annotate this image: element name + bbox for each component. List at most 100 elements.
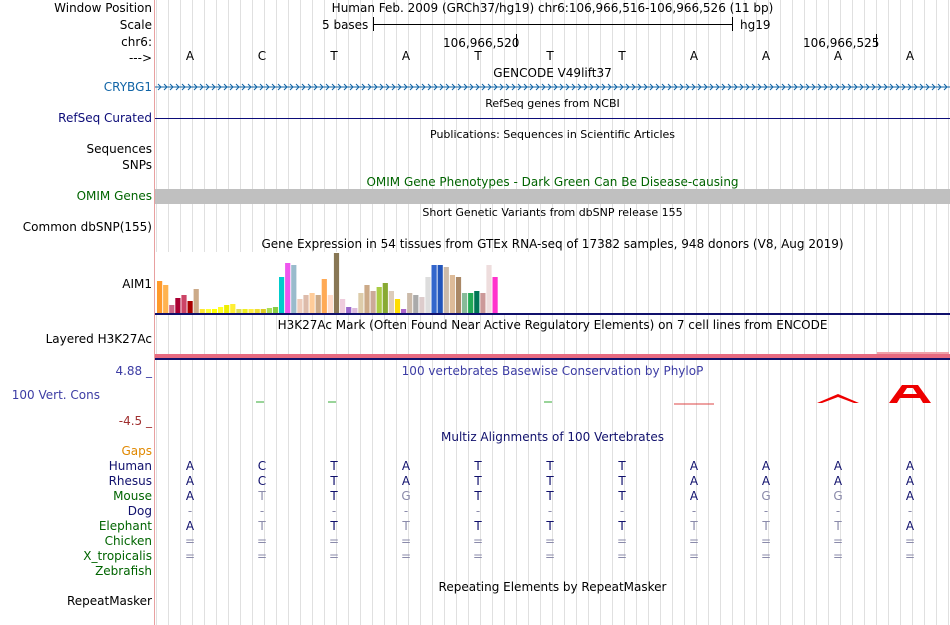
- gtex-tissue-bar[interactable]: [321, 279, 327, 313]
- gtex-tissue-bar[interactable]: [242, 309, 248, 313]
- gtex-tissue-bar[interactable]: [376, 287, 382, 313]
- grid-line: [624, 0, 625, 625]
- omim-feature-bar[interactable]: [155, 189, 950, 204]
- grid-line: [888, 0, 889, 625]
- label-snps[interactable]: SNPs: [122, 158, 152, 172]
- label-elephant: Elephant: [98, 519, 152, 533]
- gtex-tissue-bar[interactable]: [175, 298, 181, 313]
- gtex-tissue-bar[interactable]: [480, 293, 486, 313]
- gtex-tissue-bar[interactable]: [266, 308, 272, 313]
- publications-track-title[interactable]: Publications: Sequences in Scientific Ar…: [430, 128, 675, 141]
- h3k27ac-baseline: [155, 358, 950, 360]
- label-repeatmasker[interactable]: RepeatMasker: [66, 594, 152, 608]
- gtex-tissue-bar[interactable]: [260, 309, 266, 313]
- gtex-tissue-bar[interactable]: [346, 307, 352, 313]
- gtex-tissue-bar[interactable]: [352, 308, 358, 313]
- gtex-tissue-bar[interactable]: [315, 295, 321, 313]
- gtex-tissue-bar[interactable]: [272, 307, 279, 313]
- strand-chevron: [523, 83, 528, 91]
- gtex-tissue-bar[interactable]: [291, 265, 297, 313]
- gtex-tissue-bar[interactable]: [205, 309, 211, 313]
- gtex-tissue-bar[interactable]: [468, 293, 474, 313]
- strand-chevron: [229, 83, 234, 91]
- alignment-base-dog: -: [331, 504, 337, 518]
- label-sequences[interactable]: Sequences: [86, 142, 152, 156]
- gtex-tissue-bar[interactable]: [370, 291, 376, 313]
- gtex-tissue-bar[interactable]: [413, 295, 419, 313]
- gtex-tissue-bar[interactable]: [492, 277, 498, 313]
- gtex-tissue-bar[interactable]: [394, 299, 401, 313]
- omim-track-title[interactable]: OMIM Gene Phenotypes - Dark Green Can Be…: [366, 175, 739, 189]
- label-divider: [154, 0, 155, 625]
- gtex-tissue-bar[interactable]: [285, 263, 291, 313]
- h3k27ac-signal-band[interactable]: [155, 354, 950, 358]
- strand-chevron: [199, 83, 204, 91]
- dbsnp-track-title[interactable]: Short Genetic Variants from dbSNP releas…: [422, 206, 683, 219]
- gtex-tissue-bar[interactable]: [388, 291, 394, 313]
- gtex-tissue-bar[interactable]: [254, 309, 260, 313]
- gtex-tissue-bar[interactable]: [187, 301, 193, 313]
- gtex-tissue-bar[interactable]: [474, 291, 480, 313]
- label-h3k27ac[interactable]: Layered H3K27Ac: [45, 332, 152, 346]
- gtex-tissue-bar[interactable]: [358, 293, 364, 313]
- refseq-gene-line[interactable]: [155, 118, 950, 119]
- grid-line: [552, 0, 553, 625]
- gtex-tissue-bar[interactable]: [248, 309, 254, 313]
- gtex-tissue-bar[interactable]: [303, 295, 309, 313]
- gtex-tissue-bar[interactable]: [218, 307, 224, 313]
- gtex-track-title[interactable]: Gene Expression in 54 tissues from GTEx …: [261, 237, 844, 251]
- label-crybg1[interactable]: CRYBG1: [103, 80, 152, 94]
- gtex-tissue-bar[interactable]: [279, 277, 285, 313]
- gtex-tissue-bar[interactable]: [449, 275, 455, 313]
- gtex-tissue-bar[interactable]: [382, 283, 388, 313]
- label-refseq[interactable]: RefSeq Curated: [58, 111, 152, 125]
- strand-chevron: [625, 83, 630, 91]
- gtex-tissue-bar[interactable]: [157, 281, 163, 313]
- label-aim1[interactable]: AIM1: [122, 277, 152, 291]
- strand-chevron: [241, 83, 246, 91]
- alignment-base-chicken: =: [544, 534, 556, 548]
- strand-chevron: [907, 83, 912, 91]
- gtex-tissue-bar[interactable]: [486, 265, 492, 313]
- gtex-tissue-bar[interactable]: [309, 293, 315, 313]
- track-area[interactable]: Human Feb. 2009 (GRCh37/hg19) chr6:106,9…: [155, 0, 950, 625]
- phylop-plot[interactable]: [155, 380, 950, 410]
- gtex-tissue-bar[interactable]: [181, 295, 187, 313]
- gencode-track-title[interactable]: GENCODE V49lift37: [493, 66, 612, 80]
- gtex-tissue-bar[interactable]: [431, 265, 437, 313]
- gtex-tissue-bar[interactable]: [340, 299, 346, 313]
- gtex-tissue-bar[interactable]: [169, 305, 175, 313]
- gtex-bar-chart[interactable]: [155, 252, 535, 313]
- gtex-tissue-bar[interactable]: [297, 299, 303, 313]
- gtex-tissue-bar[interactable]: [333, 253, 340, 313]
- gtex-tissue-bar[interactable]: [419, 297, 425, 313]
- label-cons-name[interactable]: 100 Vert. Cons: [11, 388, 100, 402]
- label-omim[interactable]: OMIM Genes: [76, 189, 152, 203]
- h3k27ac-track-title[interactable]: H3K27Ac Mark (Often Found Near Active Re…: [277, 318, 828, 332]
- gtex-tissue-bar[interactable]: [199, 309, 205, 313]
- crybg1-gene-line[interactable]: [155, 80, 950, 94]
- alignment-base-xtrop: =: [904, 549, 916, 563]
- repeatmasker-track-title[interactable]: Repeating Elements by RepeatMasker: [438, 580, 667, 594]
- refseq-track-title[interactable]: RefSeq genes from NCBI: [485, 97, 620, 110]
- multiz-track-title[interactable]: Multiz Alignments of 100 Vertebrates: [440, 430, 665, 444]
- gtex-tissue-bar[interactable]: [236, 309, 242, 313]
- gtex-tissue-bar[interactable]: [364, 285, 370, 313]
- gtex-tissue-bar[interactable]: [401, 309, 407, 313]
- gtex-tissue-bar[interactable]: [193, 289, 199, 313]
- gtex-tissue-bar[interactable]: [407, 293, 413, 313]
- gtex-tissue-bar[interactable]: [425, 277, 431, 313]
- gtex-tissue-bar[interactable]: [327, 295, 333, 313]
- gtex-tissue-bar[interactable]: [455, 277, 462, 313]
- gtex-tissue-bar[interactable]: [163, 285, 169, 313]
- gtex-tissue-bar[interactable]: [443, 267, 449, 313]
- strand-chevron: [727, 83, 732, 91]
- label-dbsnp[interactable]: Common dbSNP(155): [22, 220, 152, 234]
- gtex-tissue-bar[interactable]: [211, 309, 218, 313]
- gtex-tissue-bar[interactable]: [224, 305, 230, 313]
- gtex-tissue-bar[interactable]: [230, 304, 236, 313]
- strand-chevron: [901, 83, 906, 91]
- phylop-track-title[interactable]: 100 vertebrates Basewise Conservation by…: [401, 364, 704, 378]
- gtex-tissue-bar[interactable]: [462, 293, 468, 313]
- gtex-tissue-bar[interactable]: [437, 265, 443, 313]
